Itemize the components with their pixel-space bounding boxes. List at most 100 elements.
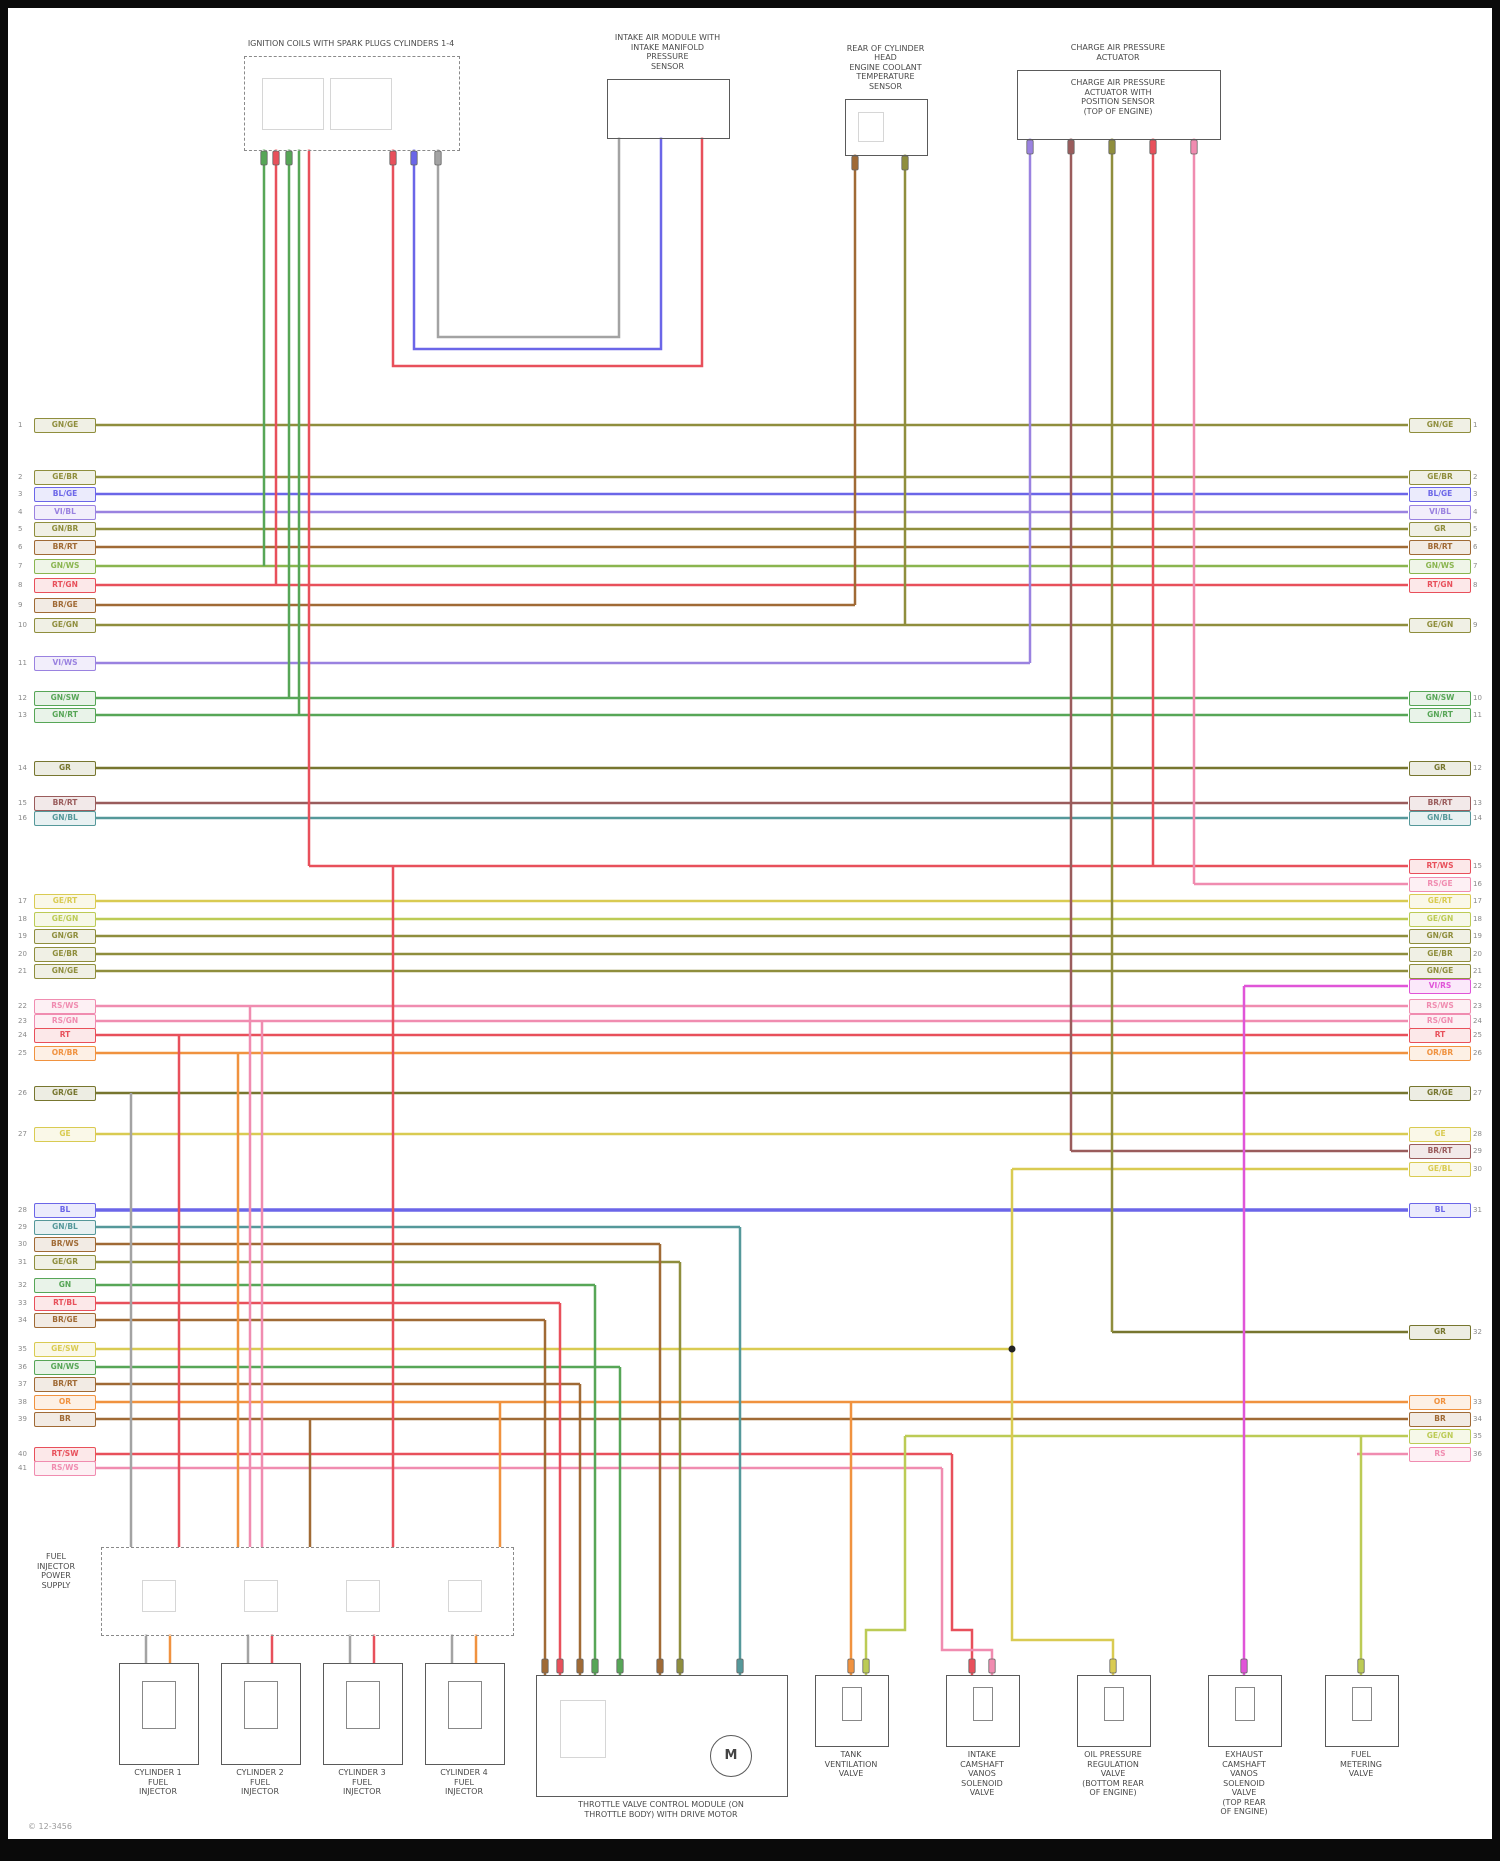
wire-label-right: RT/WS — [1409, 859, 1471, 874]
pin-number-right: 20 — [1473, 950, 1482, 958]
pin-number-left: 19 — [18, 932, 27, 940]
connector-pin-icon — [1067, 139, 1075, 155]
connector-pin-icon — [1109, 1658, 1117, 1674]
pin-number-left: 8 — [18, 581, 23, 589]
pin-number-right: 36 — [1473, 1450, 1482, 1458]
component-inner-text-charge-air-actuator: CHARGE AIR PRESSURE ACTUATOR WITH POSITI… — [1070, 78, 1166, 116]
pin-number-left: 39 — [18, 1415, 27, 1423]
junction-dot — [1008, 1345, 1016, 1353]
wire-label-right: GR/GE — [1409, 1086, 1471, 1101]
wire-label-right: BR/RT — [1409, 796, 1471, 811]
connector-pin-icon — [1357, 1658, 1365, 1674]
wire-label-left: GE/SW — [34, 1342, 96, 1357]
solenoid-coil-icon — [142, 1681, 176, 1729]
component-label-exhaust-vanos-valve: EXHAUST CAMSHAFT VANOS SOLENOID VALVE (T… — [1220, 1750, 1268, 1816]
connector-pin-icon — [1026, 139, 1034, 155]
connector-pin-icon — [272, 150, 280, 166]
wire-label-right: GE/BR — [1409, 947, 1471, 962]
wire-label-right: GE/GN — [1409, 912, 1471, 927]
wire-label-right: BR/RT — [1409, 540, 1471, 555]
connector-pin-icon — [541, 1658, 549, 1674]
pin-number-right: 33 — [1473, 1398, 1482, 1406]
pin-number-right: 16 — [1473, 880, 1482, 888]
wire-label-left: OR/BR — [34, 1046, 96, 1061]
pin-number-right: 11 — [1473, 711, 1482, 719]
wire-label-left: GE/GN — [34, 912, 96, 927]
pin-number-right: 26 — [1473, 1049, 1482, 1057]
connector-pin-icon — [260, 150, 268, 166]
component-side-label-injector-supply: FUEL INJECTOR POWER SUPPLY — [36, 1552, 76, 1590]
pin-number-left: 26 — [18, 1089, 27, 1097]
wire-label-right: GE/GN — [1409, 618, 1471, 633]
wire-label-left: BR/RT — [34, 1377, 96, 1392]
pin-number-right: 29 — [1473, 1147, 1482, 1155]
connector-pin-icon — [736, 1658, 744, 1674]
solenoid-coil-icon — [1104, 1687, 1124, 1721]
wire-label-left: RS/WS — [34, 999, 96, 1014]
pin-number-left: 1 — [18, 421, 23, 429]
pin-number-left: 5 — [18, 525, 23, 533]
wire-label-left: RS/WS — [34, 1461, 96, 1476]
wire-label-left: GN/BL — [34, 1220, 96, 1235]
connector-pin-icon — [576, 1658, 584, 1674]
connector-pin-icon — [285, 150, 293, 166]
wire-label-left: GN — [34, 1278, 96, 1293]
pin-number-left: 22 — [18, 1002, 27, 1010]
component-label-intake-vanos-valve: INTAKE CAMSHAFT VANOS SOLENOID VALVE — [960, 1750, 1004, 1797]
wire-label-right: GE/BL — [1409, 1162, 1471, 1177]
wire-label-right: GE/RT — [1409, 894, 1471, 909]
wire-label-left: BR/GE — [34, 1313, 96, 1328]
pin-number-right: 3 — [1473, 490, 1478, 498]
wire-label-right: GN/SW — [1409, 691, 1471, 706]
wire-label-right: GR — [1409, 522, 1471, 537]
motor-icon: M — [710, 1735, 752, 1777]
wire-label-right: RT — [1409, 1028, 1471, 1043]
pin-number-right: 17 — [1473, 897, 1482, 905]
pin-number-left: 17 — [18, 897, 27, 905]
connector-pin-icon — [410, 150, 418, 166]
pin-number-left: 37 — [18, 1380, 27, 1388]
wire-label-right: GN/BL — [1409, 811, 1471, 826]
page-frame-right — [1492, 0, 1500, 1861]
wire-label-left: GE/BR — [34, 947, 96, 962]
wire-label-left: VI/BL — [34, 505, 96, 520]
pin-number-left: 31 — [18, 1258, 27, 1266]
connector-pin-icon — [434, 150, 442, 166]
pin-number-left: 33 — [18, 1299, 27, 1307]
wire-label-right: RS — [1409, 1447, 1471, 1462]
wire-label-left: RT/GN — [34, 578, 96, 593]
page-frame-top — [0, 0, 1500, 8]
component-label-tank-vent-valve: TANK VENTILATION VALVE — [824, 1750, 878, 1778]
wire-label-right: GN/WS — [1409, 559, 1471, 574]
pin-number-right: 18 — [1473, 915, 1482, 923]
wire-label-left: RS/GN — [34, 1014, 96, 1029]
pin-number-right: 34 — [1473, 1415, 1482, 1423]
wire-label-left: BR/GE — [34, 598, 96, 613]
pin-number-left: 36 — [18, 1363, 27, 1371]
wire-label-left: BL/GE — [34, 487, 96, 502]
wire-label-left: OR — [34, 1395, 96, 1410]
pin-number-left: 15 — [18, 799, 27, 807]
pin-number-right: 14 — [1473, 814, 1482, 822]
solenoid-coil-icon — [346, 1681, 380, 1729]
wire-label-left: BR — [34, 1412, 96, 1427]
component-label-injector-1: CYLINDER 1 FUEL INJECTOR — [134, 1768, 182, 1796]
wire-label-right: BR/RT — [1409, 1144, 1471, 1159]
pin-number-left: 34 — [18, 1316, 27, 1324]
pin-number-left: 41 — [18, 1464, 27, 1472]
wire-label-right: RS/WS — [1409, 999, 1471, 1014]
wire-label-right: GE/BR — [1409, 470, 1471, 485]
pin-number-right: 8 — [1473, 581, 1478, 589]
connector-pin-icon — [1149, 139, 1157, 155]
wire — [412, 137, 663, 351]
wire-label-left: BR/RT — [34, 796, 96, 811]
pin-number-right: 25 — [1473, 1031, 1482, 1039]
wire-label-left: VI/WS — [34, 656, 96, 671]
wire — [1010, 1169, 1115, 1675]
pin-number-left: 32 — [18, 1281, 27, 1289]
pin-number-left: 4 — [18, 508, 23, 516]
component-title-manifold-pressure-sensor: INTAKE AIR MODULE WITH INTAKE MANIFOLD P… — [614, 33, 721, 71]
wire — [950, 1454, 974, 1675]
wire-label-right: VI/RS — [1409, 979, 1471, 994]
wire-label-right: GN/RT — [1409, 708, 1471, 723]
